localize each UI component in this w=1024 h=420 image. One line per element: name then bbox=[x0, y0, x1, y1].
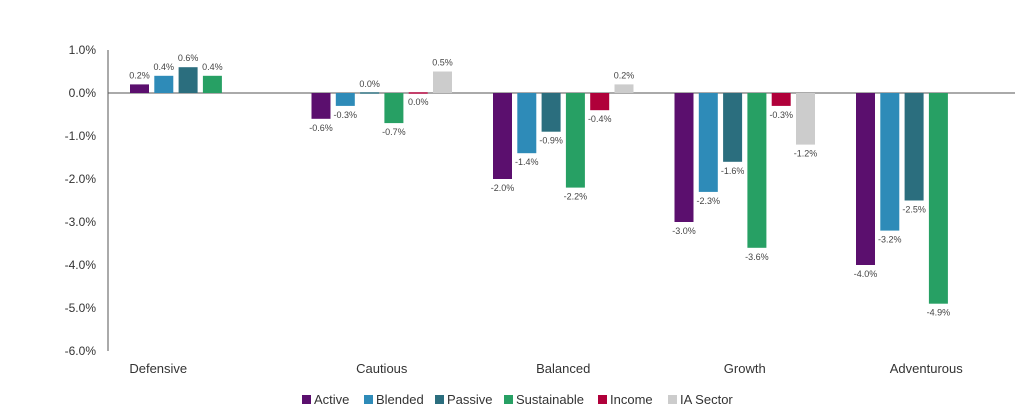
x-category-label: Cautious bbox=[356, 361, 408, 376]
data-label: -2.3% bbox=[697, 196, 721, 206]
data-label: -2.5% bbox=[902, 205, 926, 215]
data-label: 0.4% bbox=[154, 62, 175, 72]
data-label: -4.0% bbox=[854, 269, 878, 279]
x-axis: Defensive Cautious Balanced Growth Adventuro… bbox=[129, 361, 963, 376]
data-label: 0.0% bbox=[408, 97, 429, 107]
data-label: -4.9% bbox=[927, 308, 951, 318]
data-label: 0.2% bbox=[129, 70, 150, 80]
bar-active-adventurous bbox=[856, 93, 875, 265]
x-category-label: Growth bbox=[724, 361, 766, 376]
bar-passive-defensive bbox=[178, 67, 198, 93]
legend-swatch-ia-sector bbox=[668, 395, 677, 404]
data-label: -2.2% bbox=[564, 192, 588, 202]
bar-passive-adventurous bbox=[904, 93, 924, 201]
bar-ia-sector-cautious bbox=[433, 71, 452, 93]
bar-sustainable-cautious bbox=[384, 93, 404, 124]
legend-label: Sustainable bbox=[516, 392, 584, 407]
legend-label: Active bbox=[314, 392, 349, 407]
bar-sustainable-balanced bbox=[565, 93, 585, 188]
legend: Active Blended Passive Sustainable Income IA … bbox=[302, 392, 733, 407]
legend-label: Blended bbox=[376, 392, 424, 407]
data-label: -3.6% bbox=[745, 252, 769, 262]
legend-swatch-blended bbox=[364, 395, 373, 404]
data-label: 0.0% bbox=[359, 79, 380, 89]
bar-blended-growth bbox=[698, 93, 718, 192]
data-label: -0.3% bbox=[334, 110, 358, 120]
y-tick-label: -6.0% bbox=[65, 344, 97, 358]
legend-label: IA Sector bbox=[680, 392, 733, 407]
bar-income-cautious bbox=[408, 92, 428, 94]
legend-swatch-income bbox=[598, 395, 607, 404]
data-label: 0.5% bbox=[432, 58, 453, 68]
data-label: 0.2% bbox=[614, 70, 635, 80]
bar-active-defensive bbox=[130, 84, 149, 93]
bar-income-growth bbox=[771, 93, 791, 106]
bar-passive-growth bbox=[723, 93, 743, 162]
bar-income-balanced bbox=[590, 93, 610, 111]
bar-sustainable-growth bbox=[747, 93, 767, 248]
legend-swatch-passive bbox=[435, 395, 444, 404]
data-label: 0.4% bbox=[202, 62, 223, 72]
data-label: -0.4% bbox=[588, 114, 612, 124]
bar-active-balanced bbox=[493, 93, 512, 179]
y-tick-label: -3.0% bbox=[65, 215, 97, 229]
x-category-label: Adventurous bbox=[890, 361, 963, 376]
data-label: -0.9% bbox=[539, 136, 563, 146]
data-label: -1.6% bbox=[721, 166, 745, 176]
y-tick-label: -4.0% bbox=[65, 258, 97, 272]
bar-blended-balanced bbox=[517, 93, 537, 154]
bar-sustainable-defensive bbox=[202, 75, 222, 93]
bars bbox=[130, 67, 948, 304]
x-category-label: Balanced bbox=[536, 361, 590, 376]
bar-active-cautious bbox=[311, 93, 331, 119]
data-label: -3.2% bbox=[878, 235, 902, 245]
data-label: 0.6% bbox=[178, 53, 199, 63]
bar-active-growth bbox=[674, 93, 694, 222]
data-label: -0.7% bbox=[382, 127, 406, 137]
data-label: -3.0% bbox=[672, 226, 696, 236]
bar-blended-cautious bbox=[335, 93, 355, 106]
data-label: -0.6% bbox=[309, 123, 333, 133]
bar-ia-sector-balanced bbox=[614, 84, 634, 93]
legend-label: Income bbox=[610, 392, 653, 407]
data-label: -2.0% bbox=[491, 183, 515, 193]
y-tick-label: -2.0% bbox=[65, 172, 97, 186]
bar-sustainable-adventurous bbox=[928, 93, 948, 304]
x-category-label: Defensive bbox=[129, 361, 187, 376]
y-axis: 1.0% 0.0% -1.0% -2.0% -3.0% -4.0% -5.0% -6.0% bbox=[65, 43, 1015, 358]
y-tick-label: -5.0% bbox=[65, 301, 97, 315]
bar-blended-defensive bbox=[154, 75, 174, 93]
legend-swatch-sustainable bbox=[504, 395, 513, 404]
bar-ia-sector-growth bbox=[796, 93, 815, 145]
data-labels: 0.2%0.4%0.6%0.4%-0.6%-0.3%0.0%-0.7%0.0%0… bbox=[129, 53, 950, 318]
bar-passive-balanced bbox=[541, 93, 561, 132]
legend-label: Passive bbox=[447, 392, 493, 407]
y-tick-label: 1.0% bbox=[69, 43, 97, 57]
y-tick-label: 0.0% bbox=[69, 86, 97, 100]
data-label: -1.4% bbox=[515, 157, 539, 167]
data-label: -1.2% bbox=[794, 149, 818, 159]
bar-blended-adventurous bbox=[880, 93, 900, 231]
y-tick-label: -1.0% bbox=[65, 129, 97, 143]
data-label: -0.3% bbox=[769, 110, 793, 120]
bar-passive-cautious bbox=[360, 92, 380, 94]
legend-swatch-active bbox=[302, 395, 311, 404]
